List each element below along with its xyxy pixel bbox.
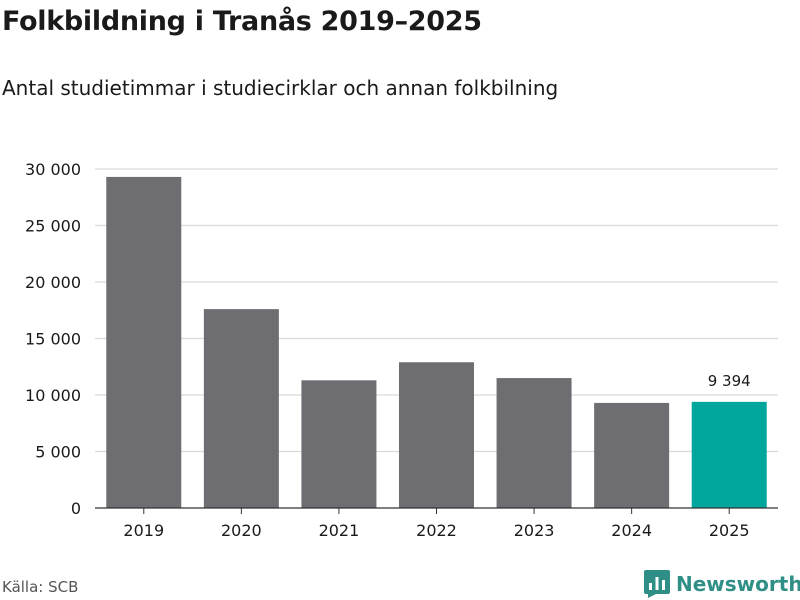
x-tick-label: 2024 [611, 521, 652, 540]
x-tick-label: 2022 [416, 521, 457, 540]
bar-2020 [203, 309, 279, 508]
chart-subtitle: Antal studietimmar i studiecirklar och a… [2, 76, 559, 100]
y-tick-label: 5 000 [35, 443, 81, 462]
bar-2025 [691, 401, 767, 508]
brand-logo: Newsworthy [644, 569, 800, 599]
bar-2021 [301, 380, 377, 508]
bar-2024 [594, 402, 670, 508]
bar-chart-logo-icon [644, 570, 670, 598]
y-tick-label: 25 000 [25, 217, 81, 236]
y-tick-label: 0 [71, 499, 81, 518]
x-tick-label: 2021 [319, 521, 360, 540]
y-tick-label: 30 000 [25, 160, 81, 179]
y-tick-label: 10 000 [25, 386, 81, 405]
x-tick-label: 2019 [123, 521, 164, 540]
y-tick-label: 15 000 [25, 330, 81, 349]
x-tick-label: 2020 [221, 521, 262, 540]
bar-2022 [399, 362, 474, 508]
x-tick-label: 2025 [709, 521, 750, 540]
source-note: Källa: SCB [2, 578, 79, 596]
x-tick-label: 2023 [514, 521, 555, 540]
bar-2019 [106, 176, 182, 508]
bar-2023 [496, 378, 572, 508]
chart-title: Folkbildning i Tranås 2019–2025 [2, 6, 482, 37]
y-tick-label: 20 000 [25, 273, 81, 292]
data-label: 9 394 [708, 372, 751, 390]
brand-name: Newsworthy [676, 572, 800, 596]
